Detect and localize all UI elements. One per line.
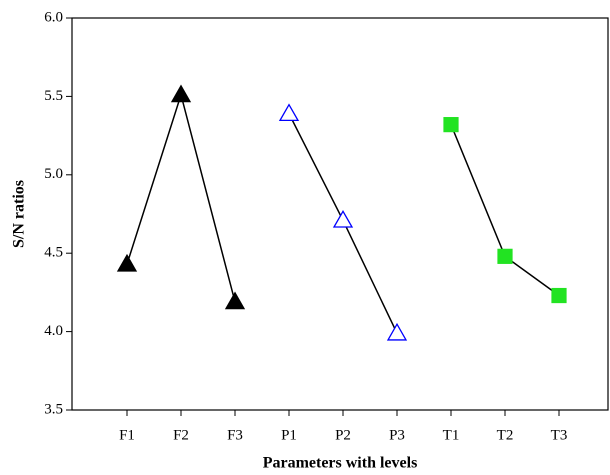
data-point: [386, 322, 408, 341]
data-point: [443, 117, 459, 133]
y-tick-label: 4.5: [44, 245, 63, 261]
y-tick-label: 6.0: [44, 9, 63, 25]
x-tick-label: T3: [551, 427, 568, 443]
x-tick-label: T2: [497, 427, 514, 443]
x-tick-label: P1: [281, 427, 297, 443]
plot-frame: [71, 17, 609, 411]
series-line: [450, 124, 560, 297]
x-tick-label: F3: [227, 427, 243, 443]
x-tick-label: P3: [389, 427, 405, 443]
data-point: [497, 248, 513, 264]
y-tick-label: 4.0: [44, 323, 63, 339]
y-axis-title: S/N ratios: [11, 180, 28, 248]
x-tick-label: F2: [173, 427, 189, 443]
x-axis-title: Parameters with levels: [263, 455, 418, 472]
y-tick-label: 3.5: [44, 401, 63, 417]
y-tick-label: 5.5: [44, 88, 63, 104]
series-line: [126, 92, 236, 302]
data-point: [278, 103, 300, 122]
data-point: [116, 253, 138, 272]
data-point: [224, 291, 246, 310]
data-point: [332, 209, 354, 228]
x-tick-label: T1: [443, 427, 460, 443]
y-tick-label: 5.0: [44, 166, 63, 182]
x-tick-label: P2: [335, 427, 351, 443]
data-point: [170, 84, 192, 103]
data-point: [551, 287, 567, 304]
x-tick-label: F1: [119, 427, 135, 443]
